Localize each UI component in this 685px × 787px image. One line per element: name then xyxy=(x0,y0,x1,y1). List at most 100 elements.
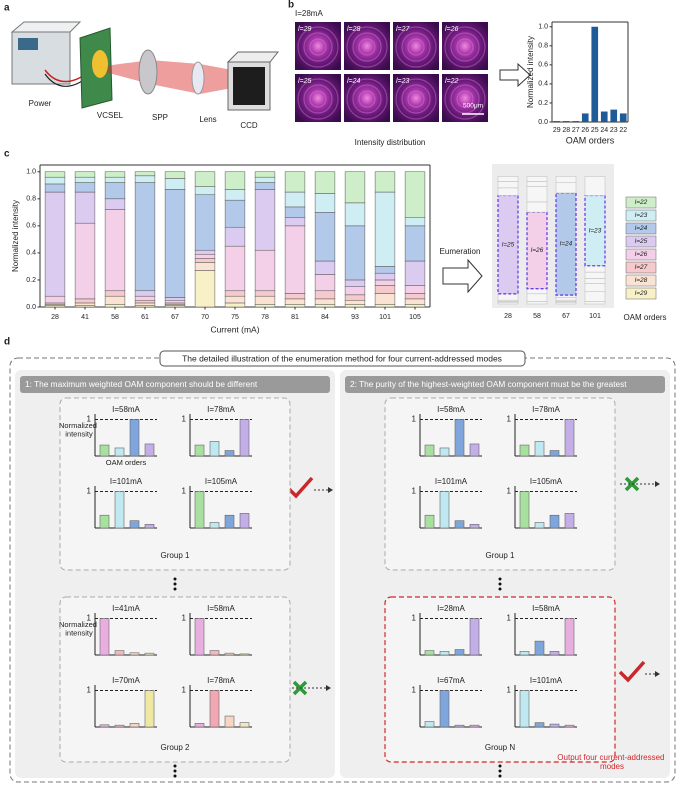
y-tick-label: 1 xyxy=(412,614,417,623)
bar-segment xyxy=(344,299,366,305)
bar-segment xyxy=(314,260,336,275)
bar xyxy=(562,121,570,122)
bar-segment xyxy=(224,171,246,190)
x-axis-label: OAM orders xyxy=(106,458,147,467)
legend-swatch xyxy=(625,196,657,209)
bar-segment xyxy=(374,266,396,274)
bar-segment xyxy=(284,298,306,305)
vcsel-chip xyxy=(92,50,108,78)
bar-segment xyxy=(224,245,246,292)
bar-segment xyxy=(254,249,276,292)
chart-title: I=78mA xyxy=(532,405,560,414)
bar-segment xyxy=(194,171,216,187)
bar-segment xyxy=(314,274,336,292)
y-tick-label: 0.0 xyxy=(26,304,36,311)
component-label: SPP xyxy=(152,113,168,122)
bar-segment xyxy=(104,176,126,183)
intensity-image xyxy=(442,22,488,70)
bar-segment xyxy=(104,198,126,210)
legend-swatch xyxy=(625,274,657,287)
bar-segment xyxy=(555,182,577,194)
bar xyxy=(610,109,618,122)
ring xyxy=(346,78,388,120)
column-label: 101 xyxy=(589,313,601,320)
bar xyxy=(144,690,155,728)
bar-segment xyxy=(44,183,66,193)
bar-segment xyxy=(254,304,276,308)
x-tick-label: 26 xyxy=(581,127,589,134)
bar xyxy=(439,447,450,457)
y-axis-label: Normalized intensity xyxy=(59,421,99,439)
bar-segment xyxy=(104,304,126,308)
y-tick-label: 1 xyxy=(182,614,187,623)
section-header-box xyxy=(20,376,330,393)
bar-segment xyxy=(584,290,606,302)
x-tick-label: 61 xyxy=(141,314,149,321)
bar-segment xyxy=(344,202,366,227)
bar-segment xyxy=(374,171,396,193)
bar-segment xyxy=(134,175,156,183)
dot xyxy=(173,764,177,768)
bar-segment xyxy=(134,182,156,292)
bar xyxy=(454,520,465,529)
bar-segment xyxy=(344,171,366,204)
bar-segment xyxy=(224,199,246,228)
x-tick-label: 105 xyxy=(409,314,421,321)
legend-label: l=24 xyxy=(635,225,648,232)
bar-segment xyxy=(374,272,396,281)
chart-title: I=58mA xyxy=(532,604,560,613)
y-tick-label: 1 xyxy=(412,415,417,424)
bar xyxy=(224,715,235,728)
bar-segment xyxy=(584,265,606,273)
bar xyxy=(469,524,480,529)
bar-segment xyxy=(314,212,336,262)
dot xyxy=(498,764,502,768)
bar xyxy=(114,724,125,728)
ring xyxy=(358,90,376,108)
y-tick-label: 0.8 xyxy=(538,43,548,50)
chart-title: I=28mA xyxy=(437,604,465,613)
bar-segment xyxy=(194,249,216,255)
laser-beam xyxy=(105,60,232,94)
legend-label: l=26 xyxy=(635,251,648,258)
bar-segment xyxy=(374,285,396,294)
bar-segment xyxy=(404,298,426,305)
bar-segment xyxy=(104,182,126,200)
x-tick-label: 29 xyxy=(553,127,561,134)
bar-segment xyxy=(584,271,606,279)
chart-title: I=105mA xyxy=(205,477,238,486)
power-top xyxy=(10,21,82,33)
column-label: 28 xyxy=(504,313,512,320)
group-label: Group 1 xyxy=(161,551,190,560)
y-tick-label: 1 xyxy=(87,415,92,424)
bar-segment xyxy=(526,181,548,187)
x-tick-label: 22 xyxy=(619,127,627,134)
y-tick-label: 1 xyxy=(182,415,187,424)
ellipsis xyxy=(173,577,502,778)
image-label: l=23 xyxy=(396,78,410,85)
setup-illustration xyxy=(10,21,280,111)
chart-title: I=41mA xyxy=(112,604,140,613)
legend-swatch xyxy=(625,235,657,248)
selected-label: l=24 xyxy=(560,241,573,248)
bar-segment xyxy=(497,176,519,182)
bar-segment xyxy=(555,176,577,184)
bar-segment xyxy=(194,270,216,308)
y-tick-label: 1 xyxy=(507,614,512,623)
intensity-image xyxy=(295,22,341,70)
arrow xyxy=(499,62,531,88)
bar xyxy=(424,514,435,529)
check xyxy=(286,476,314,499)
bar xyxy=(424,650,435,656)
bar xyxy=(581,113,589,122)
y-tick-label: 0.0 xyxy=(538,119,548,126)
ring xyxy=(407,90,425,108)
selected-label: l=26 xyxy=(531,247,544,254)
y-tick-label: 1 xyxy=(507,415,512,424)
ring xyxy=(303,32,333,62)
chart-title: I=101mA xyxy=(530,676,563,685)
dot xyxy=(173,577,177,581)
power-display xyxy=(18,38,38,50)
selected-label: l=23 xyxy=(589,227,602,234)
